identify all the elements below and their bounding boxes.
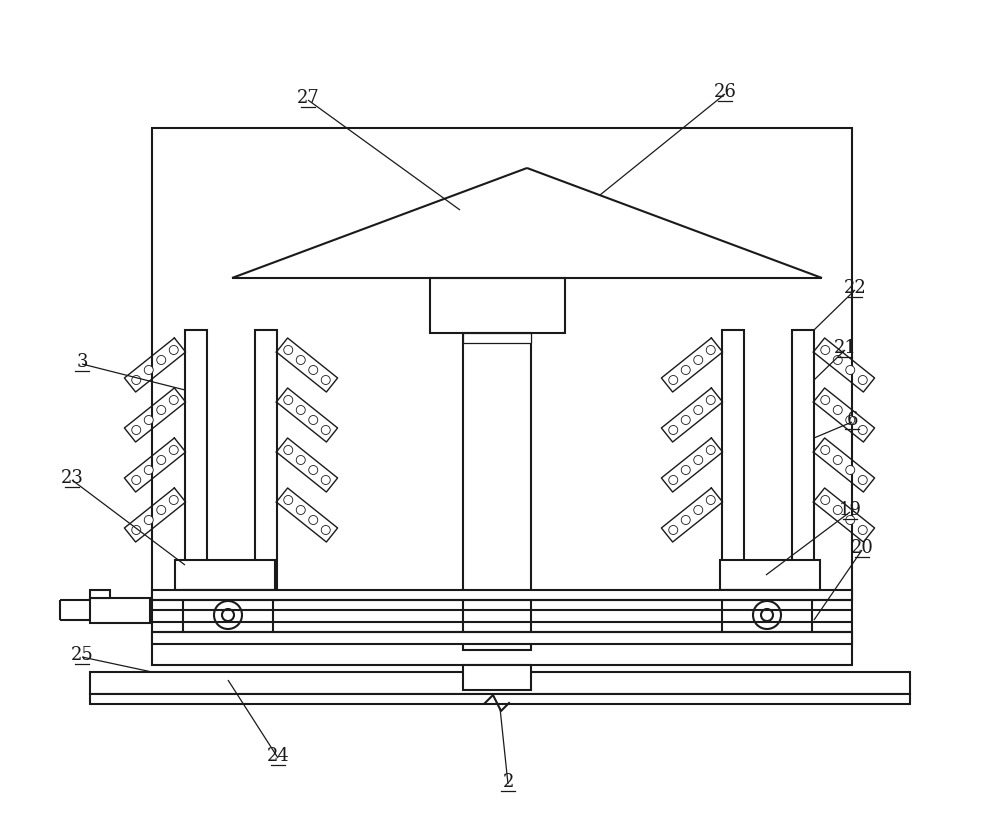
Bar: [90, 694, 910, 704]
Circle shape: [321, 475, 330, 485]
Circle shape: [833, 355, 842, 364]
Circle shape: [309, 415, 318, 425]
Circle shape: [296, 405, 305, 414]
Circle shape: [694, 355, 703, 364]
Text: 25: 25: [71, 646, 93, 664]
Bar: [722, 590, 812, 640]
Circle shape: [132, 375, 141, 384]
Circle shape: [309, 515, 318, 525]
Circle shape: [681, 365, 690, 374]
Bar: [152, 632, 852, 644]
Bar: [722, 330, 744, 600]
Text: 3: 3: [76, 353, 88, 371]
Circle shape: [681, 515, 690, 525]
Circle shape: [706, 395, 715, 404]
Circle shape: [157, 355, 166, 364]
Text: 2: 2: [502, 773, 514, 791]
Circle shape: [821, 495, 830, 505]
Circle shape: [846, 415, 855, 425]
Circle shape: [309, 365, 318, 374]
Text: 26: 26: [714, 83, 736, 101]
Circle shape: [669, 375, 678, 384]
Bar: [183, 590, 273, 640]
Bar: [463, 333, 531, 650]
Circle shape: [144, 365, 153, 374]
Circle shape: [694, 505, 703, 515]
Text: 6: 6: [846, 411, 858, 429]
Circle shape: [681, 415, 690, 425]
Circle shape: [169, 345, 178, 354]
Circle shape: [858, 475, 867, 485]
Bar: [463, 665, 531, 690]
Circle shape: [284, 395, 293, 404]
Circle shape: [321, 425, 330, 435]
Text: 20: 20: [851, 539, 873, 557]
Circle shape: [821, 395, 830, 404]
Circle shape: [833, 405, 842, 414]
Text: 24: 24: [267, 747, 289, 765]
Bar: [720, 560, 820, 590]
Circle shape: [858, 525, 867, 535]
Circle shape: [669, 525, 678, 535]
Text: 27: 27: [297, 89, 319, 107]
Circle shape: [858, 375, 867, 384]
Bar: [792, 330, 814, 600]
Circle shape: [821, 445, 830, 455]
Circle shape: [296, 355, 305, 364]
Circle shape: [321, 375, 330, 384]
Bar: [152, 128, 852, 665]
Circle shape: [321, 525, 330, 535]
Circle shape: [284, 445, 293, 455]
Circle shape: [132, 425, 141, 435]
Circle shape: [706, 495, 715, 505]
Circle shape: [821, 345, 830, 354]
Circle shape: [846, 515, 855, 525]
Text: 22: 22: [844, 279, 866, 297]
Circle shape: [296, 505, 305, 515]
Circle shape: [144, 465, 153, 475]
Circle shape: [169, 445, 178, 455]
Circle shape: [222, 609, 234, 621]
Text: 21: 21: [834, 339, 856, 357]
Bar: [430, 278, 565, 333]
Circle shape: [157, 405, 166, 414]
Circle shape: [669, 475, 678, 485]
Circle shape: [284, 495, 293, 505]
Circle shape: [132, 475, 141, 485]
Circle shape: [694, 405, 703, 414]
Circle shape: [706, 445, 715, 455]
Circle shape: [846, 465, 855, 475]
Bar: [185, 330, 207, 600]
Circle shape: [833, 455, 842, 465]
Circle shape: [157, 455, 166, 465]
Circle shape: [833, 505, 842, 515]
Circle shape: [214, 601, 242, 629]
Circle shape: [761, 609, 773, 621]
Bar: [90, 590, 110, 598]
Circle shape: [753, 601, 781, 629]
Circle shape: [169, 495, 178, 505]
Circle shape: [681, 465, 690, 475]
Circle shape: [846, 365, 855, 374]
Bar: [255, 330, 277, 600]
Circle shape: [144, 515, 153, 525]
Text: 23: 23: [61, 469, 83, 487]
Circle shape: [169, 395, 178, 404]
Bar: [152, 590, 852, 600]
Circle shape: [858, 425, 867, 435]
Bar: [463, 333, 531, 343]
Bar: [90, 672, 910, 694]
Circle shape: [694, 455, 703, 465]
Circle shape: [296, 455, 305, 465]
Circle shape: [157, 505, 166, 515]
Circle shape: [132, 525, 141, 535]
Text: 19: 19: [838, 501, 862, 519]
Circle shape: [706, 345, 715, 354]
Circle shape: [309, 465, 318, 475]
Circle shape: [284, 345, 293, 354]
Circle shape: [669, 425, 678, 435]
Bar: [175, 560, 275, 590]
Bar: [90, 598, 150, 623]
Circle shape: [144, 415, 153, 425]
